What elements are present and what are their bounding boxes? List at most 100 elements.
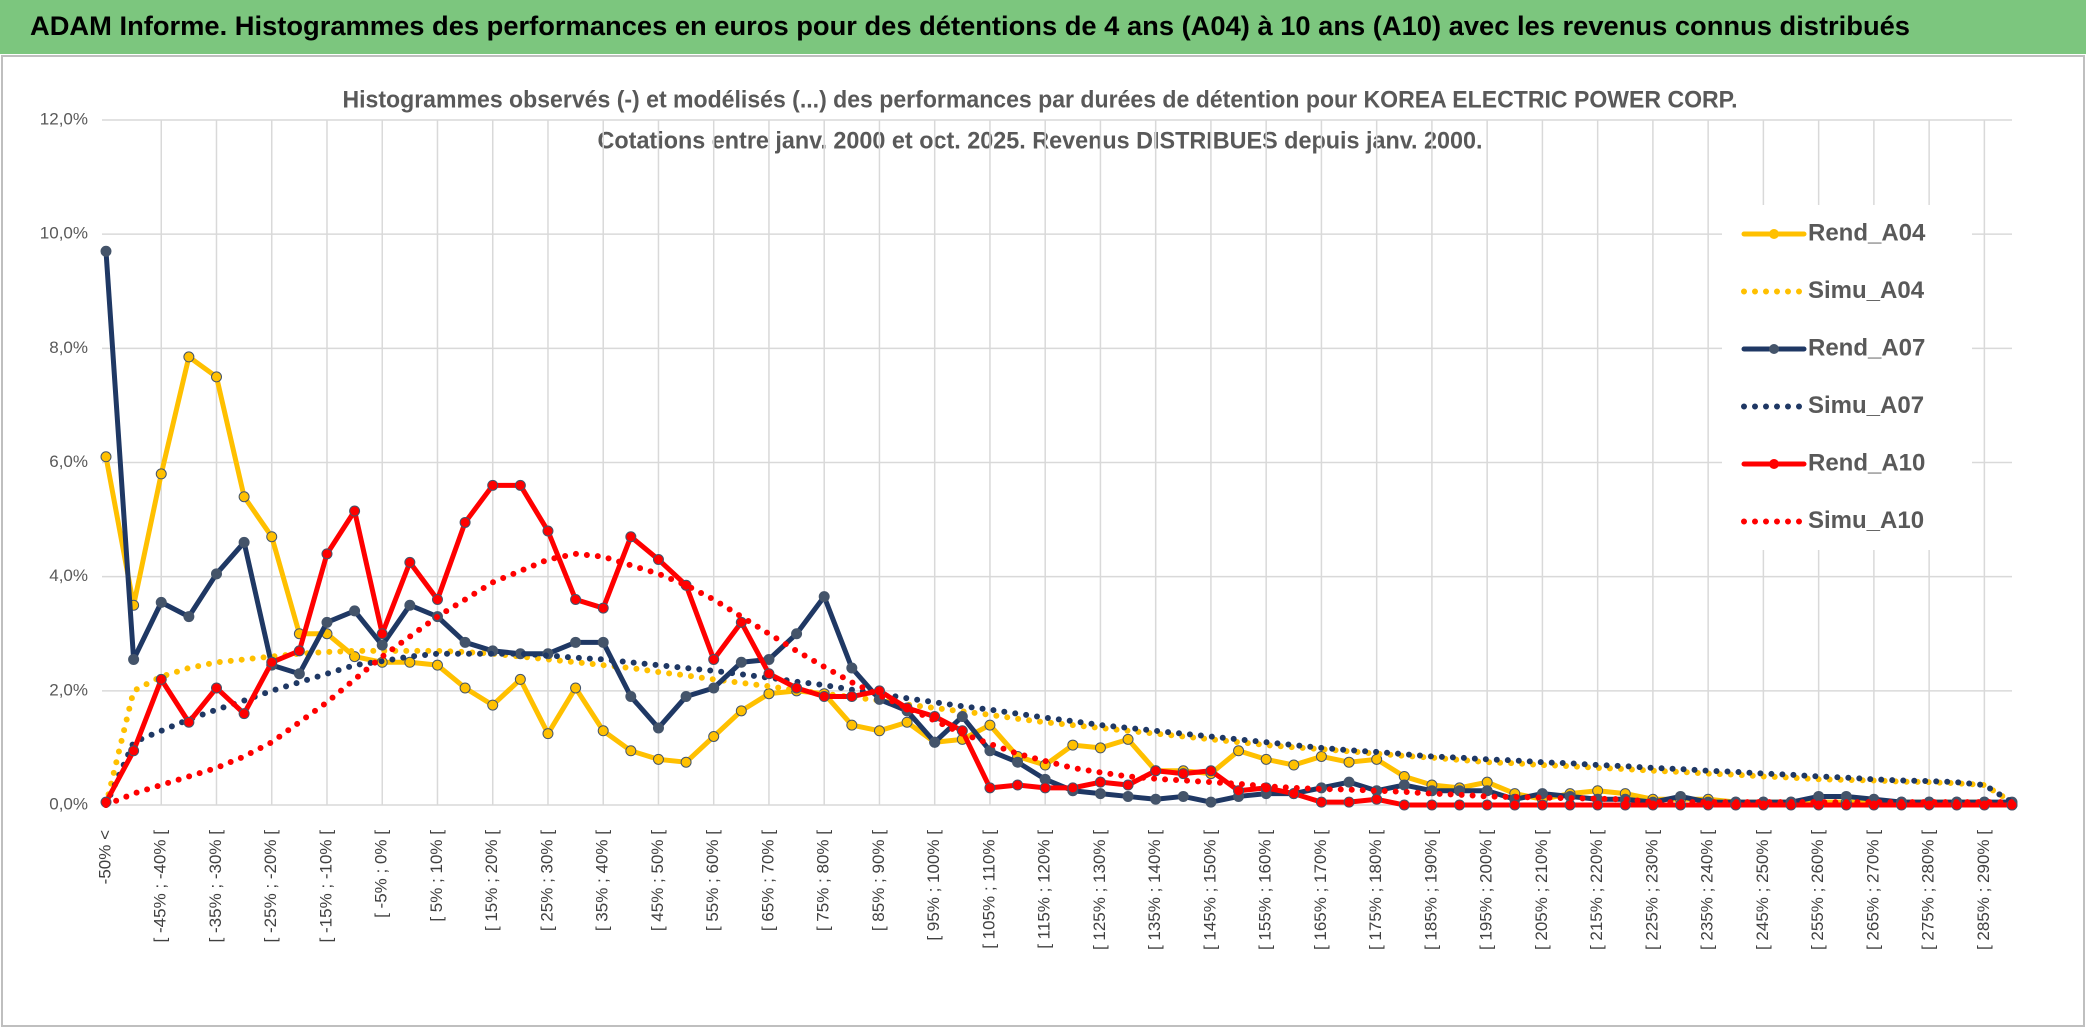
marker	[597, 636, 609, 648]
marker	[1481, 785, 1493, 797]
x-tick-label: [ 225% ; 230% [	[1642, 830, 1661, 950]
marker	[570, 682, 582, 694]
marker	[376, 628, 388, 640]
x-tick-label: [ 5% ; 10% [	[427, 830, 446, 922]
marker	[266, 531, 278, 543]
series-line	[103, 482, 2015, 808]
marker	[846, 662, 858, 674]
marker	[542, 525, 554, 537]
marker	[570, 636, 582, 648]
x-tick-label: [ -5% ; 0% [	[372, 830, 391, 918]
marker	[1122, 733, 1134, 745]
x-tick-label: [ 235% ; 240% [	[1698, 830, 1717, 950]
series-line	[103, 550, 2015, 808]
marker	[404, 599, 416, 611]
marker	[818, 591, 830, 603]
marker	[984, 782, 996, 794]
marker	[1509, 799, 1521, 811]
marker	[459, 516, 471, 528]
x-tick-label: [ 115% ; 120% [	[1035, 830, 1054, 949]
marker	[1094, 776, 1106, 788]
marker	[210, 682, 222, 694]
x-tick-label: [ 285% ; 290% [	[1974, 830, 1993, 950]
marker	[846, 719, 858, 731]
marker	[431, 659, 443, 671]
marker	[735, 616, 747, 628]
x-tick-label: [ -15% ; -10% [	[316, 830, 335, 943]
series-line	[103, 248, 2015, 805]
x-tick-label: [ 175% ; 180% [	[1366, 830, 1385, 950]
marker	[1205, 765, 1217, 777]
marker	[183, 716, 195, 728]
x-tick-label: [ 255% ; 260% [	[1808, 830, 1827, 950]
marker	[625, 531, 637, 543]
marker	[1454, 799, 1466, 811]
x-tick-label: [ 15% ; 20% [	[482, 830, 501, 931]
marker	[100, 245, 112, 257]
x-tick-label: [ 65% ; 70% [	[758, 830, 777, 931]
x-tick-label: [ -45% ; -40% [	[151, 830, 170, 943]
marker	[1012, 779, 1024, 791]
marker	[901, 716, 913, 728]
y-tick-label: 4,0%	[49, 566, 88, 585]
marker	[349, 605, 361, 617]
marker	[1288, 788, 1300, 800]
marker	[321, 548, 333, 560]
marker	[1592, 799, 1604, 811]
marker	[708, 731, 720, 742]
marker	[514, 479, 526, 491]
marker	[873, 725, 885, 737]
marker	[1343, 776, 1355, 788]
x-tick-label: [ 95% ; 100% [	[924, 830, 943, 941]
marker	[238, 708, 250, 720]
marker	[652, 554, 664, 566]
marker	[735, 705, 747, 717]
marker	[459, 682, 471, 694]
marker	[487, 479, 499, 491]
x-tick-label: [ 155% ; 160% [	[1256, 830, 1275, 950]
x-tick-label: [ 185% ; 190% [	[1421, 830, 1440, 950]
x-tick-label: [ 75% ; 80% [	[814, 830, 833, 931]
marker	[1315, 796, 1327, 808]
marker	[1067, 739, 1079, 751]
plot	[100, 245, 2018, 811]
x-tick-label: [ 135% ; 140% [	[1145, 830, 1164, 950]
marker	[266, 656, 278, 668]
marker	[625, 691, 637, 703]
marker	[1205, 796, 1217, 808]
x-tick-label: [ -25% ; -20% [	[261, 830, 280, 943]
y-tick-label: 12,0%	[40, 109, 88, 128]
legend-marker	[1769, 229, 1779, 239]
legend: Rend_A04 Simu_A04 Rend_A07 Simu_A07 Rend_A10…	[1722, 205, 1972, 550]
x-tick-label: [ 105% ; 110% [	[979, 830, 998, 949]
marker	[652, 722, 664, 734]
marker	[1094, 788, 1106, 800]
marker	[1260, 753, 1272, 765]
marker	[376, 639, 388, 651]
marker	[128, 653, 140, 665]
y-tick-label: 10,0%	[40, 224, 88, 243]
marker	[1536, 799, 1548, 811]
x-tick-label: [ 85% ; 90% [	[869, 830, 888, 931]
y-tick-label: 0,0%	[49, 794, 88, 813]
marker	[293, 668, 305, 680]
marker	[542, 728, 554, 740]
x-tick-label: [ 265% ; 270% [	[1863, 830, 1882, 950]
marker	[680, 691, 692, 703]
legend-label: Simu_A04	[1808, 277, 1925, 304]
x-tick-label: [ 215% ; 220% [	[1587, 830, 1606, 950]
marker	[128, 745, 140, 757]
x-tick-label: [ 25% ; 30% [	[537, 830, 556, 931]
x-tick-label: [ 275% ; 280% [	[1919, 830, 1938, 950]
marker	[625, 745, 637, 757]
marker	[1012, 756, 1024, 768]
marker	[1315, 750, 1327, 762]
legend-label: Rend_A07	[1808, 334, 1925, 361]
marker	[1039, 782, 1051, 794]
marker	[1398, 799, 1410, 811]
legend-label: Simu_A07	[1808, 392, 1924, 419]
x-tick-label: [ 45% ; 50% [	[648, 830, 667, 931]
marker	[570, 594, 582, 605]
marker	[210, 568, 222, 580]
